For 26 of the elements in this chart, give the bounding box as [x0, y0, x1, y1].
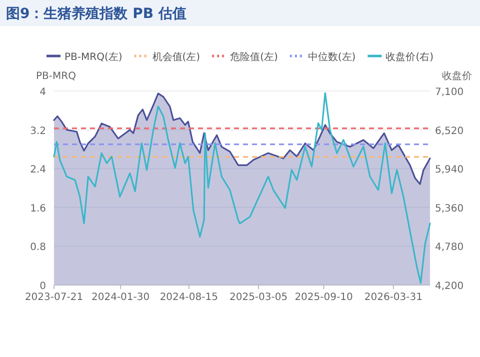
x-tick-label: 2025-09-10 — [294, 292, 353, 303]
x-tick-label: 2024-01-30 — [92, 292, 150, 303]
x-tick-label: 2026-03-31 — [364, 292, 422, 303]
y-tick-label: 3.2 — [30, 126, 46, 137]
legend-label: PB-MRQ(左) — [64, 51, 122, 63]
y2-axis-title: 收盘价 — [442, 70, 472, 82]
y2-tick-label: 5,940 — [435, 164, 464, 176]
y2-tick-label: 5,360 — [435, 203, 464, 214]
legend-label: 中位数(左) — [308, 51, 356, 63]
x-tick-label: 2023-07-21 — [24, 292, 84, 303]
y-tick-label: 4 — [40, 87, 46, 98]
y-tick-label: 1.6 — [30, 203, 46, 214]
y2-tick-label: 6,520 — [435, 126, 464, 137]
y2-tick-label: 7,100 — [435, 87, 464, 98]
x-tick-label: 2025-03-05 — [229, 292, 288, 303]
chart-title: 图9：生猪养殖指数 PB 估值 — [6, 5, 186, 22]
y2-tick-label: 4,780 — [435, 242, 464, 254]
legend-label: 危险值(左) — [230, 51, 278, 63]
legend-label: 收盘价(右) — [386, 51, 434, 63]
y-tick-label: 0.8 — [30, 242, 46, 254]
x-tick-label: 2024-08-15 — [160, 292, 218, 303]
legend-label: 机会值(左) — [152, 51, 200, 63]
y-tick-label: 2.4 — [30, 164, 46, 176]
y2-tick-label: 4,200 — [435, 281, 464, 292]
y-tick-label: 0 — [40, 281, 46, 292]
y-axis-title: PB-MRQ — [36, 71, 76, 82]
